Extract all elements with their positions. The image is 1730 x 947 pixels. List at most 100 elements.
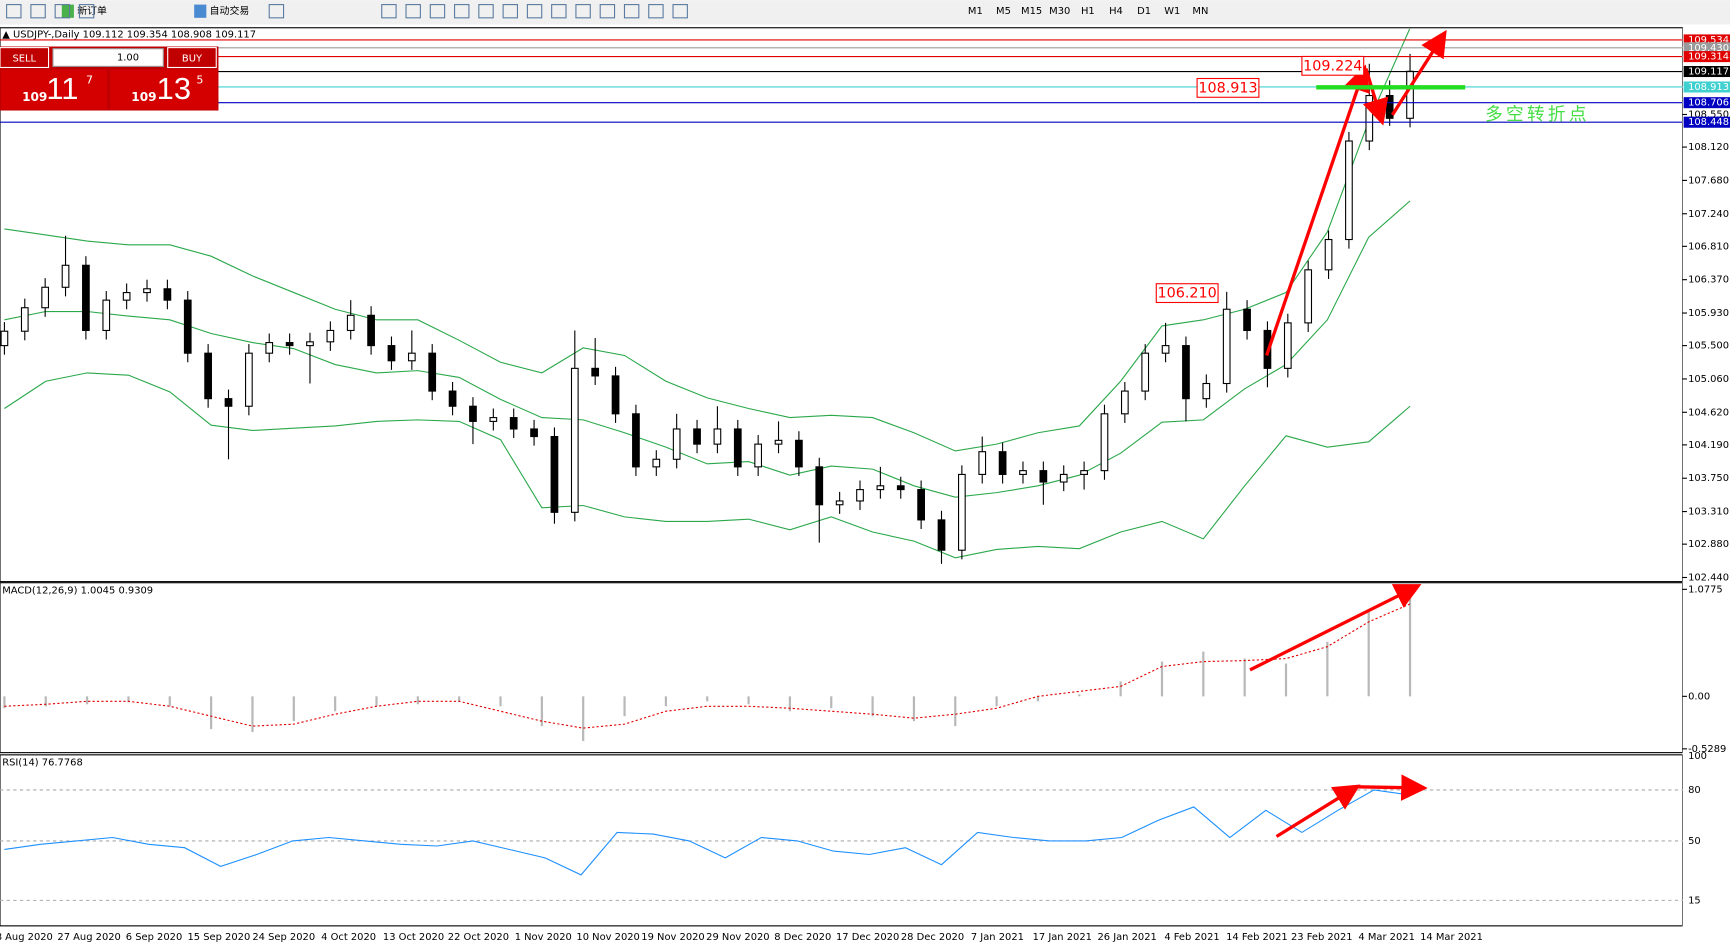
level-tag bbox=[1683, 51, 1730, 63]
macd-bar bbox=[292, 696, 295, 722]
timeframe-button[interactable]: M5 bbox=[996, 6, 1011, 17]
candle-body bbox=[896, 485, 905, 491]
x-tick-label: 6 Sep 2020 bbox=[126, 932, 182, 943]
candle-body bbox=[815, 466, 824, 506]
timeframe-button[interactable]: H1 bbox=[1081, 6, 1095, 17]
lot-input[interactable] bbox=[52, 48, 164, 67]
candle-body bbox=[1243, 308, 1251, 332]
arrow bbox=[1362, 68, 1389, 126]
toolbar-icon[interactable] bbox=[6, 4, 22, 19]
toolbar-icon[interactable] bbox=[551, 4, 567, 19]
macd-bar bbox=[1202, 651, 1205, 697]
x-tick-label: 22 Oct 2020 bbox=[448, 932, 509, 943]
x-tick-label: 13 Oct 2020 bbox=[383, 932, 444, 943]
toolbar-icon[interactable] bbox=[648, 4, 664, 19]
timeframe-button[interactable]: M30 bbox=[1049, 6, 1070, 17]
timeframe-button[interactable]: W1 bbox=[1164, 6, 1180, 17]
candle-body bbox=[591, 367, 600, 377]
y-tick-label: 80 bbox=[1688, 785, 1701, 796]
candle-body bbox=[224, 398, 233, 407]
macd-bar bbox=[168, 696, 171, 707]
candle-body bbox=[733, 428, 742, 468]
toolbar-icon[interactable] bbox=[78, 4, 95, 19]
x-tick-label: 7 Jan 2021 bbox=[971, 932, 1024, 943]
x-tick-label: 14 Feb 2021 bbox=[1226, 932, 1288, 943]
sell-button[interactable] bbox=[0, 47, 50, 69]
candle-body bbox=[1385, 94, 1394, 119]
toolbar-icon[interactable] bbox=[381, 4, 397, 19]
candle-body bbox=[367, 314, 375, 347]
toolbar-icon[interactable] bbox=[478, 4, 494, 19]
label-box bbox=[1155, 283, 1219, 304]
x-tick-label: 4 Oct 2020 bbox=[321, 932, 376, 943]
macd-bar bbox=[416, 696, 419, 705]
trade-panel: SELL 1.00 BUY 109 11 7 109 13 5 bbox=[0, 46, 219, 111]
candle-body bbox=[346, 314, 355, 332]
candle-body bbox=[1120, 390, 1129, 415]
toolbar-icon[interactable] bbox=[54, 4, 71, 19]
bid-box[interactable] bbox=[1, 69, 108, 110]
toolbar-icon[interactable] bbox=[672, 4, 688, 19]
toolbar-icon[interactable] bbox=[268, 4, 285, 19]
y-tick-label: 1.0775 bbox=[1688, 584, 1723, 595]
candle-body bbox=[509, 417, 518, 430]
toolbar-icon[interactable] bbox=[30, 4, 46, 19]
x-tick-label: 14 Mar 2021 bbox=[1420, 932, 1483, 943]
buy-button[interactable] bbox=[167, 47, 217, 69]
macd-bar bbox=[1036, 696, 1040, 702]
timeframe-button[interactable]: MN bbox=[1192, 6, 1208, 17]
candle-body bbox=[306, 341, 314, 347]
toolbar-icon[interactable] bbox=[429, 4, 446, 19]
annotations: 109.224 108.913 106.210 多空转折点 bbox=[1155, 29, 1587, 838]
candle-body bbox=[1304, 269, 1313, 324]
ask-prefix: 109 bbox=[131, 90, 156, 104]
timeframe-button[interactable]: M15 bbox=[1021, 6, 1042, 17]
candle-body bbox=[1039, 470, 1048, 483]
toolbar-icon[interactable] bbox=[599, 4, 616, 19]
x-tick-label: 4 Feb 2021 bbox=[1164, 932, 1219, 943]
toolbar-icon[interactable] bbox=[623, 4, 640, 19]
level-tag bbox=[1683, 97, 1730, 109]
bid-pips: 11 bbox=[46, 71, 78, 106]
x-tick-label: 26 Jan 2021 bbox=[1097, 932, 1156, 943]
toolbar-icon[interactable] bbox=[502, 4, 519, 19]
candle-body bbox=[102, 299, 111, 332]
y-tick-label: 104.620 bbox=[1688, 407, 1729, 418]
candle-body bbox=[1019, 470, 1027, 475]
macd-header: MACD(12,26,9) 1.0045 0.9309 bbox=[2, 585, 153, 596]
toolbar-icon[interactable] bbox=[405, 4, 421, 19]
candle-body bbox=[163, 288, 172, 301]
candle-body bbox=[1283, 322, 1292, 369]
candle-body bbox=[469, 405, 477, 422]
candle-body bbox=[774, 439, 783, 445]
candle-body bbox=[958, 473, 966, 551]
toolbar-button[interactable]: 新订单 bbox=[77, 4, 107, 17]
toolbar-icon[interactable] bbox=[575, 4, 591, 19]
toolbar-icon bbox=[61, 4, 74, 18]
ask-box[interactable] bbox=[110, 69, 218, 110]
macd-bar bbox=[582, 696, 585, 742]
x-tick-label: 27 Aug 2020 bbox=[57, 932, 120, 943]
toolbar-button[interactable]: 自动交易 bbox=[210, 4, 250, 17]
macd-bar bbox=[3, 696, 6, 709]
x-tick-label: 17 Jan 2021 bbox=[1033, 932, 1092, 943]
candle-body bbox=[978, 451, 987, 475]
candle-body bbox=[672, 428, 681, 460]
toolbar-icon bbox=[194, 4, 207, 18]
y-tick-label: 102.440 bbox=[1688, 572, 1729, 583]
timeframe-button[interactable]: H4 bbox=[1109, 6, 1123, 17]
timeframe-button[interactable]: M1 bbox=[968, 6, 983, 17]
candle-body bbox=[856, 489, 864, 502]
toolbar-icon[interactable] bbox=[526, 4, 543, 19]
annotation: 108.913 bbox=[1198, 80, 1257, 96]
toolbar-icon[interactable] bbox=[454, 4, 470, 19]
candle-body bbox=[0, 330, 9, 347]
candle-body bbox=[387, 345, 396, 362]
price-axis bbox=[1682, 27, 1730, 927]
macd-bar bbox=[210, 696, 213, 730]
bollinger-upper bbox=[4, 28, 1411, 452]
timeframe-button[interactable]: D1 bbox=[1137, 6, 1151, 17]
buy-label: BUY bbox=[182, 54, 203, 65]
candle-body bbox=[82, 264, 90, 332]
bollinger-middle bbox=[4, 200, 1411, 498]
